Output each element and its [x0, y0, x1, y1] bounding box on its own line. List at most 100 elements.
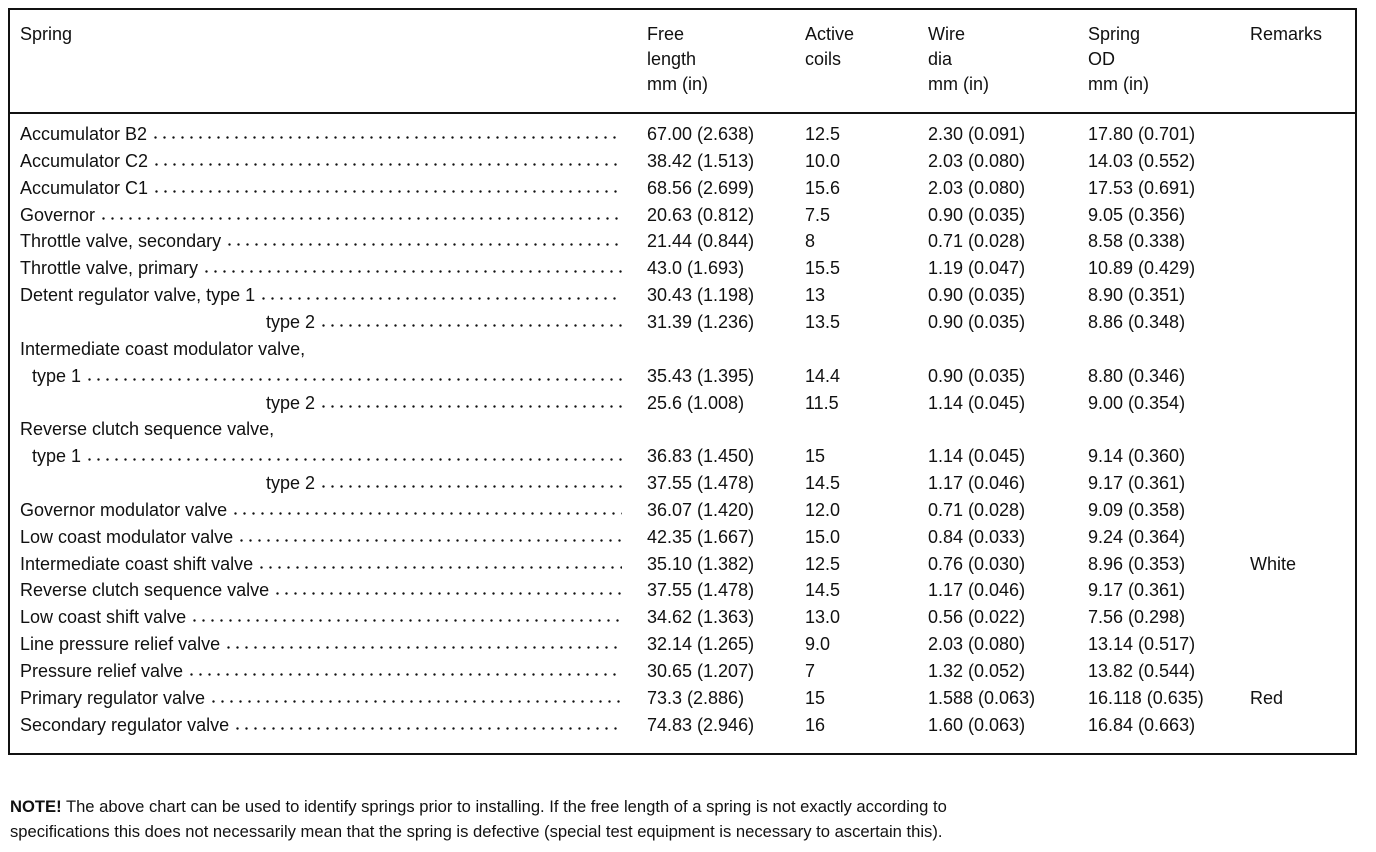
- table-cell: 8.86 (0.348): [1088, 311, 1186, 332]
- table-cell: 9.05 (0.356): [1088, 204, 1186, 225]
- spring-cell: Secondary regulator valve: [20, 713, 622, 738]
- dot-leader: [202, 268, 622, 275]
- table-cell: 0.71 (0.028): [928, 231, 1026, 252]
- table-cell: 73.3 (2.886): [647, 687, 745, 708]
- column-header: Wire: [928, 24, 965, 44]
- table-cell: 17.53 (0.691): [1088, 177, 1196, 198]
- spring-name: Accumulator C2: [20, 150, 149, 171]
- table-cell: 14.4: [805, 365, 841, 386]
- dot-leader: [224, 644, 622, 651]
- table-cell: Red: [1250, 687, 1284, 708]
- table-cell: 12.5: [805, 124, 841, 144]
- table-cell: 1.32 (0.052): [928, 661, 1026, 681]
- column-header: Active: [805, 24, 855, 44]
- spring-name: Reverse clutch sequence valve,: [20, 419, 275, 440]
- table-cell: 67.00 (2.638): [647, 124, 755, 144]
- spring-name: Secondary regulator valve: [20, 714, 230, 735]
- spring-name: Primary regulator valve: [20, 687, 206, 708]
- spring-cell: type 1: [20, 364, 622, 389]
- spring-name: Low coast shift valve: [20, 607, 187, 628]
- dot-leader: [259, 295, 622, 302]
- table-cell: 12.0: [805, 499, 841, 520]
- spring-name: Intermediate coast shift valve: [20, 553, 254, 574]
- table-cell: 2.03 (0.080): [928, 177, 1026, 198]
- spring-name: Throttle valve, primary: [20, 258, 199, 279]
- dot-leader: [209, 697, 622, 704]
- table-cell: 2.03 (0.080): [928, 150, 1026, 171]
- table-cell: 11.5: [805, 392, 839, 413]
- table-cell: 36.07 (1.420): [647, 499, 755, 520]
- table-cell: 30.43 (1.198): [647, 285, 755, 306]
- spring-cell: Reverse clutch sequence valve,: [20, 417, 720, 442]
- table-cell: 1.14 (0.045): [928, 392, 1026, 413]
- table-cell: 9.0: [805, 634, 831, 655]
- table-cell: 34.62 (1.363): [647, 607, 755, 628]
- table-cell: 0.90 (0.035): [928, 311, 1026, 332]
- column-header: mm (in): [1088, 74, 1149, 94]
- table-cell: 14.5: [805, 473, 841, 494]
- table-cell: 31.39 (1.236): [647, 311, 755, 332]
- column-header: Remarks: [1250, 24, 1323, 44]
- spring-cell: type 2: [20, 391, 622, 416]
- table-cell: 14.03 (0.552): [1088, 150, 1196, 171]
- table-cell: 0.71 (0.028): [928, 499, 1026, 520]
- column-header: length: [647, 49, 697, 69]
- spring-cell: Governor modulator valve: [20, 498, 622, 523]
- table-cell: 14.5: [805, 580, 841, 601]
- header-rule: [8, 112, 1357, 114]
- dot-leader: [85, 456, 622, 463]
- dot-leader: [99, 214, 622, 221]
- table-cell: 1.588 (0.063): [928, 687, 1036, 708]
- spring-cell: Accumulator C1: [20, 176, 622, 201]
- spring-name: Pressure relief valve: [20, 661, 184, 681]
- note-text: The above chart can be used to identify …: [65, 797, 947, 816]
- table-cell: 13: [805, 285, 826, 306]
- table-cell: 8.96 (0.353): [1088, 553, 1186, 574]
- column-header: coils: [805, 49, 842, 69]
- table-cell: 16: [805, 714, 826, 735]
- table-cell: 1.19 (0.047): [928, 258, 1026, 279]
- table-cell: 15: [805, 687, 826, 708]
- dot-leader: [225, 241, 622, 248]
- table-frame: [8, 8, 1357, 755]
- spring-name: type 1: [32, 365, 82, 386]
- table-cell: 2.03 (0.080): [928, 634, 1026, 655]
- table-cell: 74.83 (2.946): [647, 714, 755, 735]
- spring-cell: Line pressure relief valve: [20, 632, 622, 657]
- table-cell: 8: [805, 231, 816, 252]
- table-cell: 13.14 (0.517): [1088, 634, 1196, 655]
- column-header: Free: [647, 24, 685, 44]
- table-cell: 15: [805, 446, 826, 467]
- spring-cell: Throttle valve, secondary: [20, 229, 622, 254]
- dot-leader: [190, 617, 622, 624]
- table-cell: 35.43 (1.395): [647, 365, 755, 386]
- table-cell: 9.17 (0.361): [1088, 580, 1186, 601]
- dot-leader: [231, 509, 622, 516]
- spring-cell: Intermediate coast modulator valve,: [20, 337, 720, 362]
- table-cell: 35.10 (1.382): [647, 553, 755, 574]
- table-cell: 37.55 (1.478): [647, 473, 755, 494]
- dot-leader: [152, 187, 622, 194]
- table-cell: 13.0: [805, 607, 841, 628]
- spring-name: Low coast modulator valve: [20, 526, 234, 547]
- spring-name: type 2: [266, 311, 316, 332]
- table-cell: 15.0: [805, 526, 841, 547]
- table-cell: 0.90 (0.035): [928, 365, 1026, 386]
- column-header: Spring: [1088, 24, 1141, 44]
- table-cell: 0.56 (0.022): [928, 607, 1026, 628]
- note-text: specifications this does not necessarily…: [10, 822, 943, 841]
- table-cell: 1.17 (0.046): [928, 473, 1026, 494]
- spring-cell: Throttle valve, primary: [20, 256, 622, 281]
- table-cell: 38.42 (1.513): [647, 150, 755, 171]
- table-cell: 1.60 (0.063): [928, 714, 1026, 735]
- spring-cell: Intermediate coast shift valve: [20, 552, 622, 577]
- table-cell: 16.84 (0.663): [1088, 714, 1196, 735]
- table-cell: 0.84 (0.033): [928, 526, 1026, 547]
- note-label: NOTE!: [10, 797, 62, 816]
- column-header: OD: [1088, 49, 1115, 69]
- table-cell: 25.6 (1.008): [647, 392, 745, 413]
- table-cell: 7: [805, 661, 816, 681]
- note-line: NOTE! The above chart can be used to ide…: [10, 797, 947, 817]
- spring-name: Governor modulator valve: [20, 499, 228, 520]
